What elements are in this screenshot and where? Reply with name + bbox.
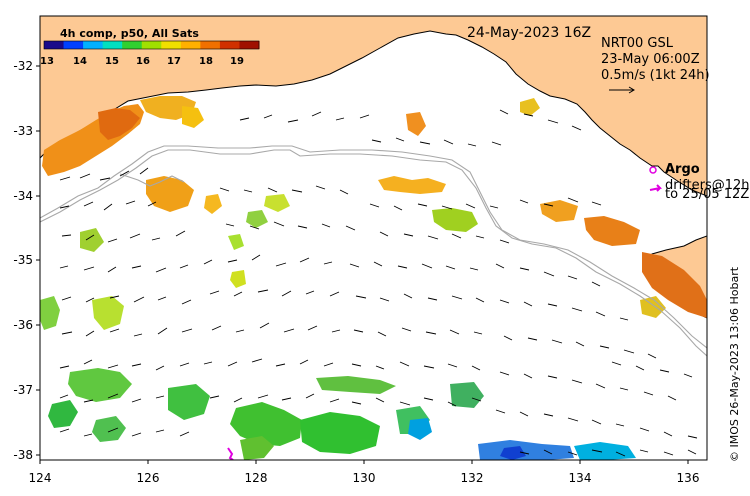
colorbar-ticks: 13 14 15 16 17 18 19 [40,56,244,67]
argo-marker-icon [649,166,657,174]
lat-tick-label: -32 [13,59,33,73]
depth-contours [40,145,707,357]
lon-axis: 124 126 128 130 132 134 136 [29,460,700,485]
lon-tick-label: 130 [353,471,376,485]
colorbar-swatch [161,41,182,49]
product-label: NRT00 GSL [601,36,673,51]
cb-tick: 14 [73,56,87,67]
credit-text: © IMOS 26-May-2023 13:06 Hobart [728,266,741,462]
cb-tick: 18 [199,56,213,67]
colorbar-swatch [63,41,84,49]
date-label: 24-May-2023 16Z [467,25,592,41]
valid-time-label: 23-May 06:00Z [601,52,700,67]
colorbar-title: 4h comp, p50, All Sats [60,27,199,40]
lat-tick-label: -37 [13,383,33,397]
cb-tick: 13 [40,56,54,67]
sst-warm-patches [42,96,707,318]
lon-tick-label: 132 [461,471,484,485]
lat-tick-label: -34 [13,189,33,203]
colorbar-swatch [219,41,240,49]
argo-label: Argo [665,162,700,177]
lat-tick-label: -33 [13,124,33,138]
lon-tick-label: 128 [245,471,268,485]
colorbar-outline [43,40,260,50]
cb-tick: 19 [230,56,244,67]
lat-tick-label: -36 [13,318,33,332]
lon-tick-label: 136 [677,471,700,485]
colorbar-swatch [102,41,123,49]
drifter-track-icon [649,184,663,192]
lat-axis: -32 -33 -34 -35 -36 -37 -38 [13,59,40,462]
lon-tick-label: 134 [569,471,592,485]
scale-label: 0.5m/s (1kt 24h) [601,68,710,83]
colorbar-swatch [239,41,260,49]
colorbar-swatch [83,41,104,49]
land-australia [40,16,707,197]
drifters-label: drifters@12h [665,178,750,193]
sst-cool-patches [40,194,666,460]
lon-tick-label: 126 [137,471,160,485]
lon-tick-label: 124 [29,471,52,485]
cb-tick: 16 [136,56,150,67]
cb-tick: 17 [167,56,181,67]
lat-tick-label: -38 [13,448,33,462]
lat-tick-label: -35 [13,253,33,267]
plot-frame [39,15,708,461]
colorbar-swatch [122,41,143,49]
colorbar-swatch [180,41,201,49]
cb-tick: 15 [105,56,119,67]
current-vectors [59,109,698,457]
colorbar-swatch [141,41,162,49]
scale-arrow-head-icon [628,86,635,94]
colorbar-swatch [44,41,65,49]
colorbar-swatch [200,41,221,49]
drifter-track-south-icon [227,447,234,460]
drifters-range-label: to 25/05 12Z [665,187,750,202]
colorbar [44,41,260,49]
